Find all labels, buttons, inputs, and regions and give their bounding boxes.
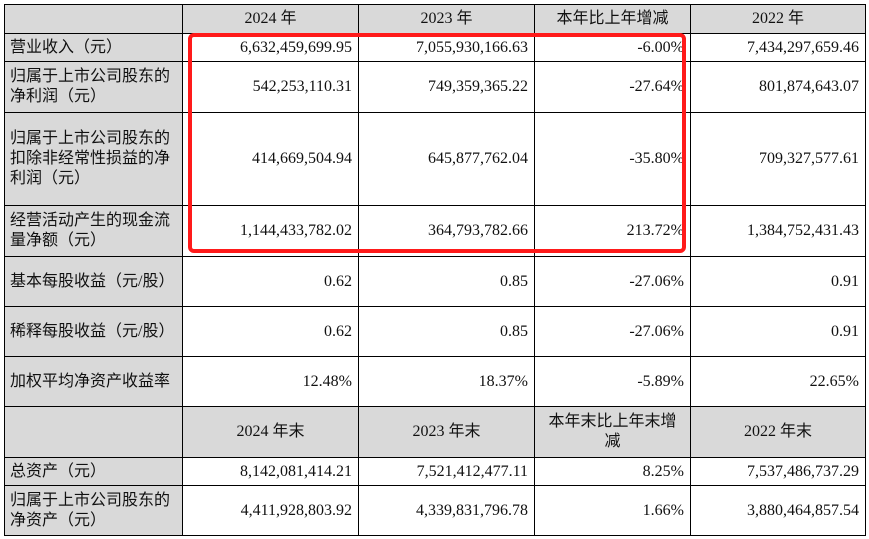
header-2024-end: 2024 年末 bbox=[182, 406, 359, 458]
cell-yoy: -5.89% bbox=[534, 356, 691, 407]
cell-yoy: -27.06% bbox=[534, 306, 691, 357]
cell-2024: 6,632,459,699.95 bbox=[182, 33, 359, 62]
cell-2022: 3,880,464,857.54 bbox=[690, 485, 866, 536]
cell-2024: 0.62 bbox=[182, 306, 359, 357]
row-label: 稀释每股收益（元/股） bbox=[4, 306, 183, 357]
cell-2022: 0.91 bbox=[690, 306, 866, 357]
cell-2023: 0.85 bbox=[358, 306, 535, 357]
cell-2023: 18.37% bbox=[358, 356, 535, 407]
cell-yoy: 213.72% bbox=[534, 205, 691, 257]
header-2024: 2024 年 bbox=[182, 4, 359, 34]
table-row: 归属于上市公司股东的扣除非经常性损益的净利润（元） 414,669,504.94… bbox=[4, 112, 866, 206]
header-row-year-end: 2024 年末 2023 年末 本年末比上年末增减 2022 年末 bbox=[4, 406, 866, 458]
cell-2022: 7,537,486,737.29 bbox=[690, 457, 866, 486]
row-label: 总资产（元） bbox=[4, 457, 183, 486]
cell-2024: 4,411,928,803.92 bbox=[182, 485, 359, 536]
table-row: 归属于上市公司股东的净利润（元） 542,253,110.31 749,359,… bbox=[4, 61, 866, 113]
cell-2023: 645,877,762.04 bbox=[358, 112, 535, 206]
header-corner bbox=[4, 406, 183, 458]
header-row: 2024 年 2023 年 本年比上年增减 2022 年 bbox=[4, 4, 866, 34]
cell-2024: 12.48% bbox=[182, 356, 359, 407]
cell-2024: 8,142,081,414.21 bbox=[182, 457, 359, 486]
row-label: 加权平均净资产收益率 bbox=[4, 356, 183, 407]
cell-2023: 7,055,930,166.63 bbox=[358, 33, 535, 62]
cell-2023: 0.85 bbox=[358, 256, 535, 307]
cell-yoy: 1.66% bbox=[534, 485, 691, 536]
cell-2022: 709,327,577.61 bbox=[690, 112, 866, 206]
cell-yoy: -6.00% bbox=[534, 33, 691, 62]
cell-yoy: -35.80% bbox=[534, 112, 691, 206]
table-row: 加权平均净资产收益率 12.48% 18.37% -5.89% 22.65% bbox=[4, 356, 866, 407]
header-2022: 2022 年 bbox=[690, 4, 866, 34]
table-row: 基本每股收益（元/股） 0.62 0.85 -27.06% 0.91 bbox=[4, 256, 866, 307]
cell-yoy: -27.64% bbox=[534, 61, 691, 113]
row-label: 归属于上市公司股东的扣除非经常性损益的净利润（元） bbox=[4, 112, 183, 206]
cell-2022: 0.91 bbox=[690, 256, 866, 307]
cell-2023: 364,793,782.66 bbox=[358, 205, 535, 257]
cell-2024: 0.62 bbox=[182, 256, 359, 307]
row-label: 营业收入（元） bbox=[4, 33, 183, 62]
header-2023-end: 2023 年末 bbox=[358, 406, 535, 458]
cell-2024: 542,253,110.31 bbox=[182, 61, 359, 113]
header-corner bbox=[4, 4, 183, 34]
table-row: 营业收入（元） 6,632,459,699.95 7,055,930,166.6… bbox=[4, 33, 866, 62]
cell-2024: 414,669,504.94 bbox=[182, 112, 359, 206]
cell-2023: 7,521,412,477.11 bbox=[358, 457, 535, 486]
financial-summary-table: 2024 年 2023 年 本年比上年增减 2022 年 营业收入（元） 6,6… bbox=[4, 4, 866, 536]
cell-yoy: 8.25% bbox=[534, 457, 691, 486]
cell-2022: 801,874,643.07 bbox=[690, 61, 866, 113]
row-label: 归属于上市公司股东的净利润（元） bbox=[4, 61, 183, 113]
table-row: 归属于上市公司股东的净资产（元） 4,411,928,803.92 4,339,… bbox=[4, 485, 866, 536]
header-2023: 2023 年 bbox=[358, 4, 535, 34]
header-yoy: 本年比上年增减 bbox=[534, 4, 691, 34]
row-label: 归属于上市公司股东的净资产（元） bbox=[4, 485, 183, 536]
cell-2023: 749,359,365.22 bbox=[358, 61, 535, 113]
header-2022-end: 2022 年末 bbox=[690, 406, 866, 458]
cell-2022: 7,434,297,659.46 bbox=[690, 33, 866, 62]
row-label: 基本每股收益（元/股） bbox=[4, 256, 183, 307]
cell-yoy: -27.06% bbox=[534, 256, 691, 307]
table-row: 总资产（元） 8,142,081,414.21 7,521,412,477.11… bbox=[4, 457, 866, 486]
row-label: 经营活动产生的现金流量净额（元） bbox=[4, 205, 183, 257]
cell-2024: 1,144,433,782.02 bbox=[182, 205, 359, 257]
table-row: 稀释每股收益（元/股） 0.62 0.85 -27.06% 0.91 bbox=[4, 306, 866, 357]
cell-2022: 1,384,752,431.43 bbox=[690, 205, 866, 257]
cell-2022: 22.65% bbox=[690, 356, 866, 407]
header-yoy-end: 本年末比上年末增减 bbox=[534, 406, 691, 458]
cell-2023: 4,339,831,796.78 bbox=[358, 485, 535, 536]
table-row: 经营活动产生的现金流量净额（元） 1,144,433,782.02 364,79… bbox=[4, 205, 866, 257]
